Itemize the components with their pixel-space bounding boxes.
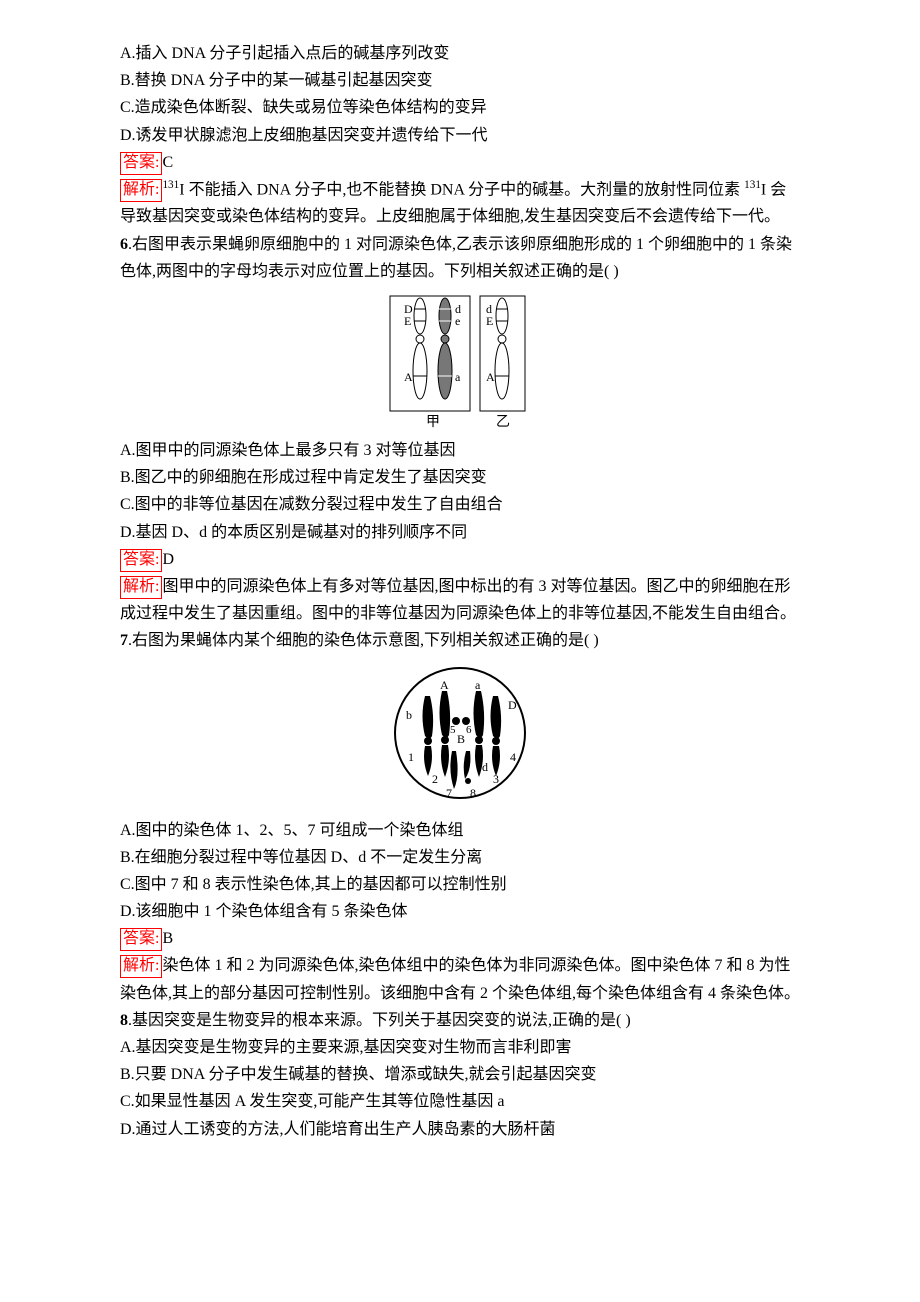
q8-stem-text: .基因突变是生物变异的根本来源。下列关于基因突变的说法,正确的是( ) xyxy=(128,1012,631,1029)
q7-analysis-text: 染色体 1 和 2 为同源染色体,染色体组中的染色体为非同源染色体。图中染色体 … xyxy=(120,957,800,1001)
q8-option-a: A.基因突变是生物变异的主要来源,基因突变对生物而言非利即害 xyxy=(120,1034,800,1061)
q6-option-a: A.图甲中的同源染色体上最多只有 3 对等位基因 xyxy=(120,437,800,464)
q7-option-b: B.在细胞分裂过程中等位基因 D、d 不一定发生分离 xyxy=(120,844,800,871)
q5-analysis-label: 解析: xyxy=(120,179,162,202)
q7-option-a: A.图中的染色体 1、2、5、7 可组成一个染色体组 xyxy=(120,817,800,844)
q7-analysis: 解析:染色体 1 和 2 为同源染色体,染色体组中的染色体为非同源染色体。图中染… xyxy=(120,952,800,1006)
fig6-label-E2: E xyxy=(486,314,493,328)
q6-option-b: B.图乙中的卵细胞在形成过程中肯定发生了基因突变 xyxy=(120,464,800,491)
q8-option-c: C.如果显性基因 A 发生突变,可能产生其等位隐性基因 a xyxy=(120,1088,800,1115)
q7-stem: 7.右图为果蝇体内某个细胞的染色体示意图,下列相关叙述正确的是( ) xyxy=(120,627,800,654)
q6-analysis: 解析:图甲中的同源染色体上有多对等位基因,图中标出的有 3 对等位基因。图乙中的… xyxy=(120,573,800,627)
q6-analysis-label: 解析: xyxy=(120,576,162,599)
fig7-label-D: D xyxy=(508,698,517,712)
q5-analysis: 解析:131I 不能插入 DNA 分子中,也不能替换 DNA 分子中的碱基。大剂… xyxy=(120,176,800,231)
q7-stem-text: .右图为果蝇体内某个细胞的染色体示意图,下列相关叙述正确的是( ) xyxy=(128,632,599,649)
fig7-num-8: 8 xyxy=(470,786,476,800)
q5-option-b: B.替换 DNA 分子中的某一碱基引起基因突变 xyxy=(120,67,800,94)
fig7-num-7: 7 xyxy=(446,786,452,800)
fig7-num-5: 5 xyxy=(450,724,456,736)
fig7-num-3: 3 xyxy=(493,772,499,786)
q7-option-d: D.该细胞中 1 个染色体组含有 5 条染色体 xyxy=(120,898,800,925)
sup-131-a: 131 xyxy=(162,179,179,191)
fig7-num-4: 4 xyxy=(510,750,516,764)
fig7-label-A: A xyxy=(440,678,449,692)
q6-stem-text: .右图甲表示果蝇卵原细胞中的 1 对同源染色体,乙表示该卵原细胞形成的 1 个卵… xyxy=(120,236,792,280)
fig7-label-b: b xyxy=(406,708,412,722)
fig6-label-a: a xyxy=(455,370,461,384)
sup-131-b: 131 xyxy=(744,179,761,191)
q7-option-c: C.图中 7 和 8 表示性染色体,其上的基因都可以控制性别 xyxy=(120,871,800,898)
fig6-label-e: e xyxy=(455,314,460,328)
q6-stem: 6.右图甲表示果蝇卵原细胞中的 1 对同源染色体,乙表示该卵原细胞形成的 1 个… xyxy=(120,231,800,285)
q8-option-b: B.只要 DNA 分子中发生碱基的替换、增添或缺失,就会引起基因突变 xyxy=(120,1061,800,1088)
fig7-label-d: d xyxy=(482,760,488,774)
q5-answer: C xyxy=(162,154,173,171)
fig7-label-B: B xyxy=(457,732,465,746)
fig7-label-a: a xyxy=(475,678,481,692)
fig6-label-E: E xyxy=(404,314,411,328)
fig6-label-A: A xyxy=(404,370,413,384)
q5-analysis-text-a: I 不能插入 DNA 分子中,也不能替换 DNA 分子中的碱基。大剂量的放射性同… xyxy=(179,181,744,198)
q7-figure: A a b B D d 1 2 3 4 5 6 7 8 xyxy=(120,661,800,811)
fig6-label-A2: A xyxy=(486,370,495,384)
fig6-caption-left: 甲 xyxy=(426,415,440,430)
q6-option-d: D.基因 D、d 的本质区别是碱基对的排列顺序不同 xyxy=(120,519,800,546)
fig7-num-2: 2 xyxy=(432,772,438,786)
q5-option-a: A.插入 DNA 分子引起插入点后的碱基序列改变 xyxy=(120,40,800,67)
q5-answer-label: 答案: xyxy=(120,152,162,175)
q6-answer-label: 答案: xyxy=(120,549,162,572)
q5-option-c: C.造成染色体断裂、缺失或易位等染色体结构的变异 xyxy=(120,94,800,121)
q6-answer: D xyxy=(162,551,174,568)
fig7-num-6: 6 xyxy=(466,724,472,736)
q8-stem: 8.基因突变是生物变异的根本来源。下列关于基因突变的说法,正确的是( ) xyxy=(120,1007,800,1034)
fig6-caption-right: 乙 xyxy=(496,414,510,430)
q7-number: 7 xyxy=(120,632,128,649)
q6-option-c: C.图中的非等位基因在减数分裂过程中发生了自由组合 xyxy=(120,491,800,518)
fig7-num-1: 1 xyxy=(408,750,414,764)
q7-answer-label: 答案: xyxy=(120,928,162,951)
q6-analysis-text: 图甲中的同源染色体上有多对等位基因,图中标出的有 3 对等位基因。图乙中的卵细胞… xyxy=(120,578,796,622)
q5-option-d: D.诱发甲状腺滤泡上皮细胞基因突变并遗传给下一代 xyxy=(120,122,800,149)
q8-number: 8 xyxy=(120,1012,128,1029)
q7-analysis-label: 解析: xyxy=(120,955,162,978)
q8-option-d: D.通过人工诱变的方法,人们能培育出生产人胰岛素的大肠杆菌 xyxy=(120,1116,800,1143)
q7-answer: B xyxy=(162,930,173,947)
q6-figure: D E A d e a d E A 甲 乙 xyxy=(120,291,800,431)
q6-number: 6 xyxy=(120,236,128,253)
